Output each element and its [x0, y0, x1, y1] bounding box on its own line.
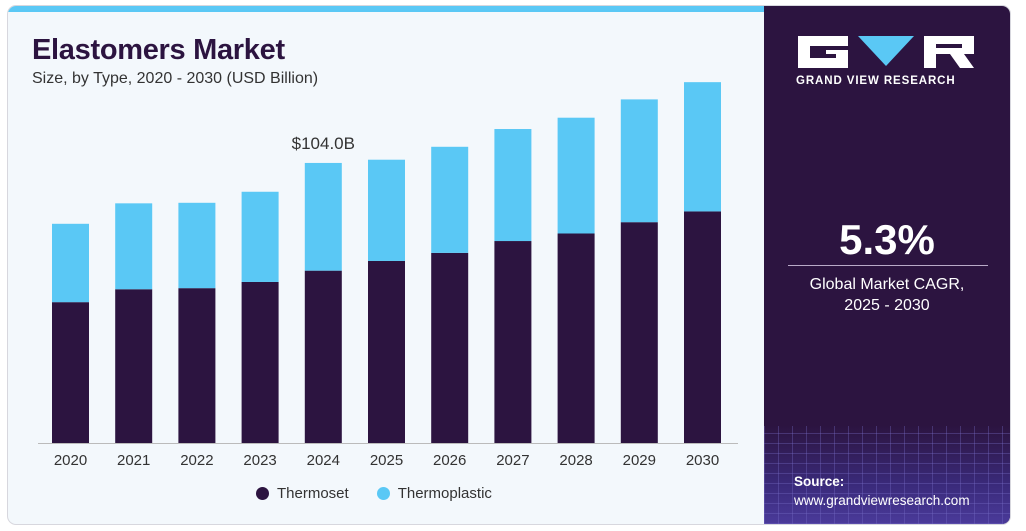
top-accent-bar — [8, 6, 764, 12]
cagr-divider — [788, 265, 988, 266]
x-tick-label: 2030 — [686, 452, 719, 469]
chart-legend: Thermoset Thermoplastic — [256, 485, 492, 502]
source-url[interactable]: www.grandviewresearch.com — [794, 493, 970, 508]
bar-thermoplastic-2030 — [684, 82, 721, 212]
source-note: Source: www.grandviewresearch.com — [794, 472, 970, 510]
cagr-label-line1: Global Market CAGR, — [809, 276, 965, 293]
bar-thermoset-2020 — [52, 302, 89, 443]
stacked-bar-chart: 2020 2021 2022 2023 2024 $104.0B 2025 2026 2027 2… — [38, 82, 738, 469]
bar-thermoset-2024 — [304, 270, 342, 443]
legend-label-thermoplastic: Thermoplastic — [397, 485, 492, 502]
x-tick-label: 2022 — [180, 452, 213, 469]
legend-swatch-thermoset — [256, 487, 269, 500]
bar-thermoplastic-2027 — [494, 129, 532, 242]
chart-card: Elastomers Market Size, by Type, 2020 - … — [8, 6, 1010, 524]
bar-thermoset-2027 — [494, 241, 532, 443]
side-panel: GRAND VIEW RESEARCH 5.3% Global Market C… — [764, 6, 1010, 524]
bar-thermoplastic-2023 — [241, 191, 279, 282]
x-tick-label: 2027 — [496, 452, 529, 469]
brand-name: GRAND VIEW RESEARCH — [796, 75, 956, 87]
legend-item-thermoplastic: Thermoplastic — [376, 485, 492, 502]
bar-thermoset-2026 — [431, 252, 469, 443]
bar-thermoplastic-2020 — [52, 223, 89, 303]
x-tick-label: 2026 — [433, 452, 466, 469]
bar-thermoplastic-2021 — [115, 203, 153, 290]
bar-thermoset-2023 — [241, 281, 279, 443]
cagr-label: Global Market CAGR, 2025 - 2030 — [764, 274, 1010, 316]
bar-thermoset-2021 — [115, 289, 153, 443]
bar-thermoset-2022 — [178, 288, 216, 443]
x-tick-label: 2021 — [117, 452, 150, 469]
chart-subtitle: Size, by Type, 2020 - 2030 (USD Billion) — [32, 70, 319, 87]
bar-thermoset-2025 — [368, 260, 405, 443]
legend-swatch-thermoplastic — [376, 487, 390, 500]
bar-thermoplastic-2028 — [557, 117, 595, 234]
legend-item-thermoset: Thermoset — [256, 485, 349, 502]
cagr-label-line2: 2025 - 2030 — [844, 297, 930, 314]
bar-thermoplastic-2022 — [178, 202, 216, 289]
x-tick-label: 2020 — [54, 452, 87, 469]
x-tick-label: 2024 — [307, 452, 340, 469]
bar-thermoplastic-2024 — [304, 162, 342, 271]
bar-thermoset-2029 — [620, 222, 658, 443]
x-tick-label: 2023 — [243, 452, 276, 469]
data-label-total: $104.0B — [292, 134, 355, 153]
chart-title: Elastomers Market — [32, 34, 285, 66]
bar-thermoset-2030 — [684, 211, 721, 443]
bar-thermoplastic-2029 — [620, 99, 658, 223]
legend-label-thermoset: Thermoset — [277, 485, 349, 502]
grand-view-research-logo-icon — [798, 36, 974, 68]
bar-thermoplastic-2025 — [368, 159, 405, 261]
x-tick-label: 2028 — [559, 452, 592, 469]
x-tick-label: 2025 — [370, 452, 403, 469]
bar-thermoset-2028 — [557, 233, 595, 443]
cagr-value: 5.3% — [839, 216, 935, 263]
source-label: Source: — [794, 474, 845, 489]
bar-thermoplastic-2026 — [431, 146, 469, 253]
grid-pattern-decoration — [764, 426, 1010, 524]
x-tick-label: 2029 — [623, 452, 656, 469]
